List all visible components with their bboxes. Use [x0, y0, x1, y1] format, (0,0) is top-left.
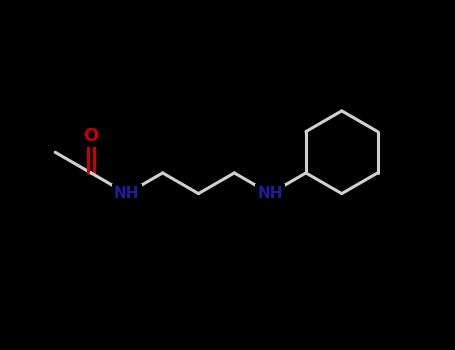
Text: NH: NH: [114, 186, 140, 201]
Text: NH: NH: [258, 186, 283, 201]
Text: O: O: [83, 127, 99, 145]
